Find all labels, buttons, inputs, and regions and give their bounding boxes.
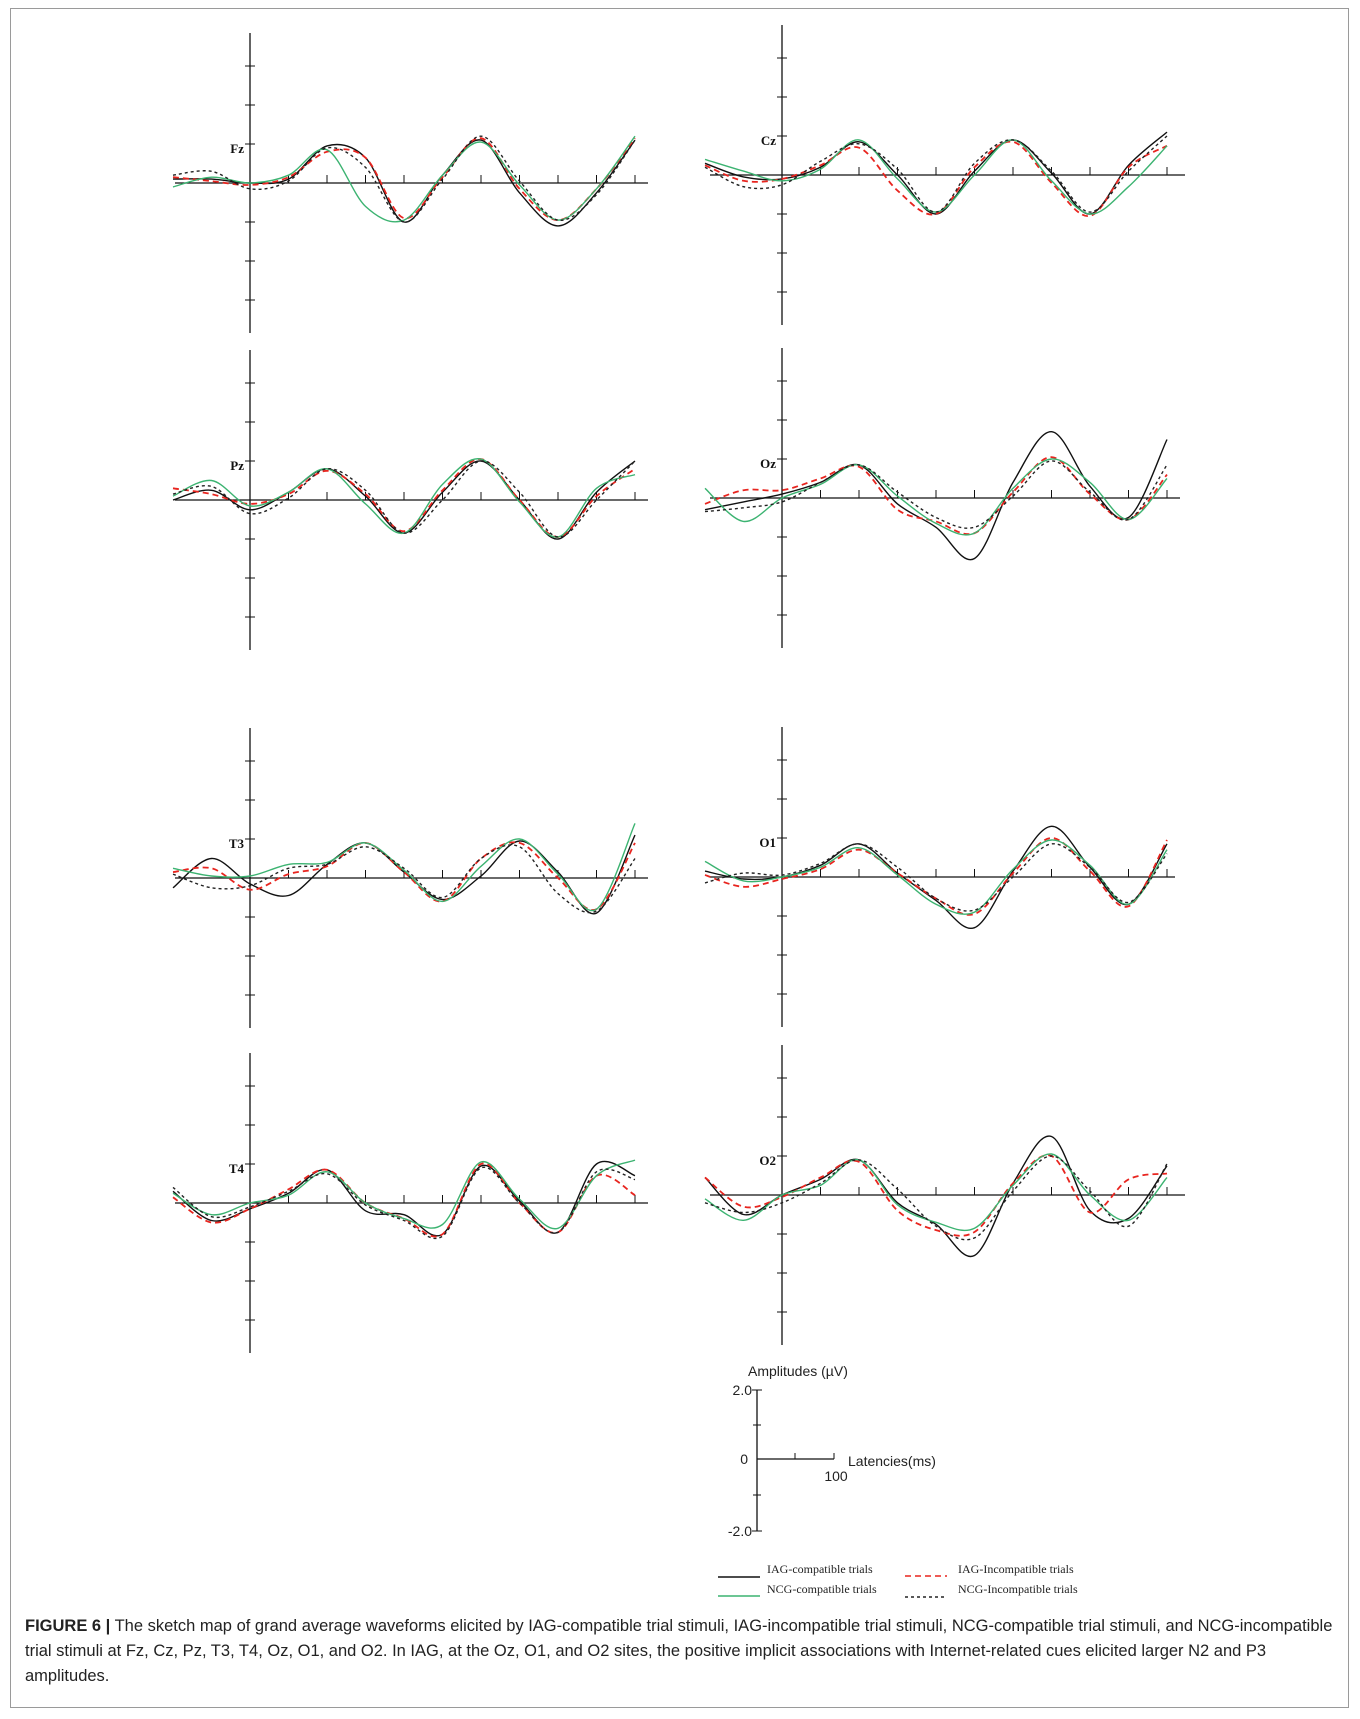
waveform-cz-iag-incompatible-trials — [704, 140, 1168, 217]
electrode-label-o2: O2 — [759, 1153, 776, 1168]
waveform-o2-ncg-incompatible-trials — [704, 1155, 1168, 1241]
legend-label: IAG-Incompatible trials — [958, 1562, 1074, 1576]
panel-t4: T4 — [172, 1053, 648, 1353]
waveform-oz-iag-incompatible-trials — [704, 456, 1168, 536]
legend-item-iag-compatible-trials: IAG-compatible trials — [718, 1562, 873, 1578]
caption-label: FIGURE 6 | — [25, 1617, 111, 1635]
figure-frame — [10, 8, 1349, 1708]
electrode-label-pz: Pz — [230, 458, 244, 473]
waveform-t4-ncg-compatible-trials — [172, 1159, 636, 1230]
legend-label: IAG-compatible trials — [767, 1562, 873, 1576]
electrode-label-o1: O1 — [759, 835, 776, 850]
panel-pz: Pz — [172, 350, 648, 650]
waveform-oz-iag-compatible-trials — [704, 430, 1168, 561]
panel-o2: O2 — [704, 1045, 1185, 1345]
legend-label: NCG-compatible trials — [767, 1582, 877, 1596]
scale-zero-label: 0 — [740, 1451, 748, 1467]
waveform-o1-iag-incompatible-trials — [704, 837, 1168, 916]
caption-text: The sketch map of grand average waveform… — [25, 1617, 1333, 1685]
scale-xlabel: Latencies(ms) — [848, 1453, 936, 1469]
waveform-oz-ncg-incompatible-trials — [704, 460, 1168, 529]
waveform-o2-iag-incompatible-trials — [704, 1154, 1168, 1237]
waveform-pz-ncg-incompatible-trials — [172, 460, 636, 538]
legend-item-ncg-incompatible-trials: NCG-Incompatible trials — [905, 1582, 1078, 1598]
legend-label: NCG-Incompatible trials — [958, 1582, 1078, 1596]
waveform-oz-ncg-compatible-trials — [704, 458, 1168, 536]
panel-oz: Oz — [704, 348, 1180, 648]
waveform-t3-iag-incompatible-trials — [172, 841, 636, 911]
electrode-label-oz: Oz — [760, 456, 776, 471]
waveform-t3-ncg-incompatible-trials — [172, 844, 636, 914]
electrode-label-cz: Cz — [761, 133, 776, 148]
legend-item-iag-incompatible-trials: IAG-Incompatible trials — [905, 1562, 1074, 1577]
legend-item-ncg-compatible-trials: NCG-compatible trials — [718, 1582, 877, 1597]
waveform-t4-ncg-incompatible-trials — [172, 1166, 636, 1239]
panel-o1: O1 — [704, 727, 1175, 1027]
electrode-label-t3: T3 — [229, 836, 245, 851]
electrode-label-fz: Fz — [230, 141, 244, 156]
scale-x-tick-label: 100 — [824, 1468, 848, 1484]
scale-ylabel: Amplitudes (µV) — [748, 1363, 848, 1379]
waveform-o1-ncg-incompatible-trials — [704, 843, 1168, 912]
waveform-o1-ncg-compatible-trials — [704, 839, 1168, 915]
panel-t3: T3 — [172, 728, 648, 1028]
waveform-t3-ncg-compatible-trials — [172, 823, 636, 912]
electrode-label-t4: T4 — [229, 1161, 245, 1176]
waveform-cz-ncg-incompatible-trials — [704, 135, 1168, 213]
panel-fz: Fz — [172, 33, 648, 333]
erp-figure: Fz Cz Pz Oz T3 O1 T4 O2 Amplitudes (µV) 2.0 0 -2.0 1… — [172, 25, 1185, 1598]
legend: IAG-compatible trials IAG-Incompatible tr… — [718, 1562, 1078, 1598]
figure-caption: FIGURE 6 | The sketch map of grand avera… — [25, 1614, 1335, 1689]
scale-bottom-label: -2.0 — [728, 1523, 752, 1539]
waveform-o2-ncg-compatible-trials — [704, 1153, 1168, 1232]
waveform-fz-ncg-compatible-trials — [172, 135, 636, 223]
scale-top-label: 2.0 — [733, 1382, 753, 1398]
panel-cz: Cz — [704, 25, 1185, 325]
waveform-cz-ncg-compatible-trials — [704, 139, 1168, 215]
